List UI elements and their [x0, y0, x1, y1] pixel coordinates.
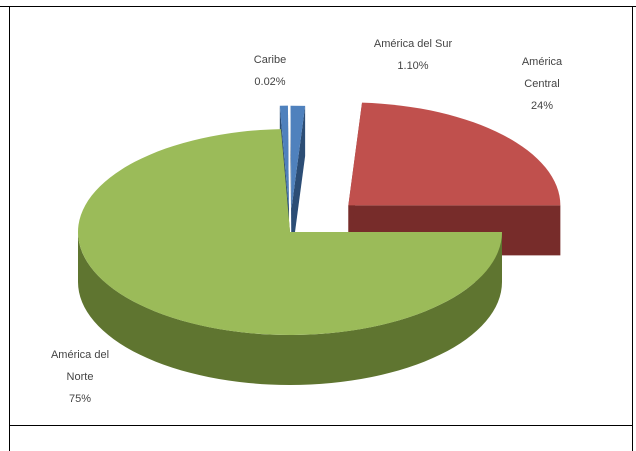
slice-side-america-del-norte: [78, 232, 502, 385]
slice-cut-america-del-sur: [290, 105, 292, 259]
pie-tops: [77, 102, 561, 335]
slice-label-america-del-norte: América del Norte 75%: [51, 349, 109, 405]
slice-label-caribe: Caribe 0.02%: [254, 54, 286, 88]
slice-labels: América del Norte 75% Caribe 0.02% América de…: [51, 38, 563, 405]
slice-label-line: América: [522, 56, 563, 68]
slice-label-line: América del: [51, 349, 109, 361]
chart-frame: [9, 6, 633, 451]
slice-america-del-norte: [77, 129, 502, 335]
slice-label-line: 75%: [69, 393, 91, 405]
slice-label-line: Caribe: [254, 54, 286, 66]
frame-bottom-border: [9, 425, 632, 426]
frame-top-border: [0, 6, 636, 7]
slice-label-america-central: América Central 24%: [522, 56, 563, 112]
slice-label-line: 1.10%: [397, 60, 428, 72]
slice-america-central: [348, 102, 561, 206]
slice-caribe: [279, 105, 289, 209]
slice-cut-america-del-sur: [291, 105, 306, 259]
slice-label-line: 0.02%: [254, 76, 285, 88]
slice-label-line: América del Sur: [374, 38, 453, 50]
slice-label-line: Central: [524, 78, 559, 90]
slice-label-line: Norte: [67, 371, 94, 383]
slice-label-line: 24%: [531, 100, 553, 112]
slice-america-del-sur: [290, 105, 306, 209]
slice-label-america-del-sur: América del Sur 1.10%: [374, 38, 453, 72]
